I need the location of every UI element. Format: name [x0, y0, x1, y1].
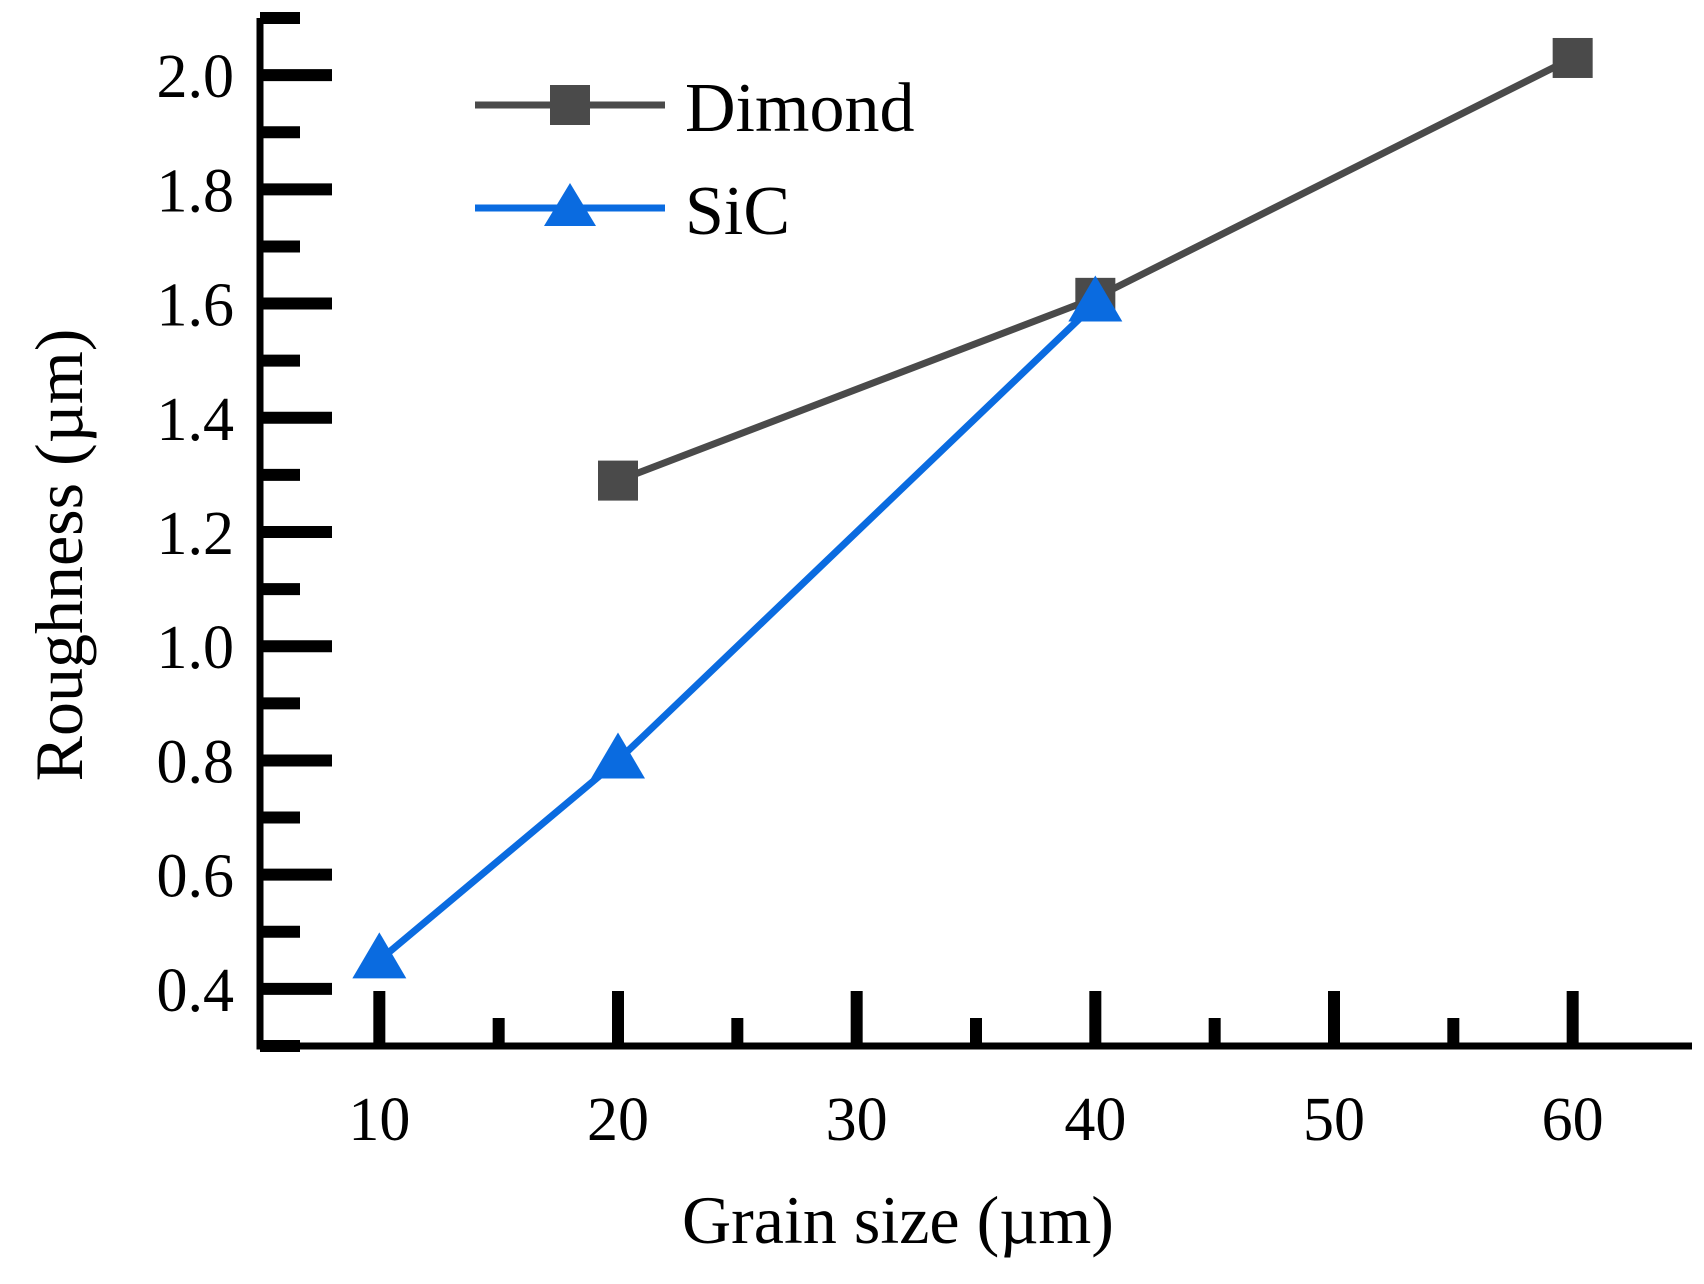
y-tick-label: 1.0	[157, 614, 235, 682]
x-tick-label: 50	[1303, 1086, 1365, 1154]
x-axis-title: Grain size (µm)	[682, 1182, 1114, 1258]
y-ticks: 0.4 0.6 0.8 1.0 1.2 1.4 1.6 1.8 2.0	[157, 12, 332, 1052]
data-point-sic	[1068, 275, 1123, 322]
y-tick-label: 1.6	[157, 272, 235, 340]
data-point-sic	[352, 932, 407, 979]
legend-marker-dimond	[550, 85, 590, 125]
y-tick-label: 0.4	[157, 957, 235, 1025]
legend: Dimond SiC	[475, 70, 914, 250]
axes	[256, 18, 1692, 1050]
y-tick-label: 2.0	[157, 43, 235, 111]
y-tick-label: 1.8	[157, 157, 235, 225]
data-point-dimond	[1552, 37, 1593, 78]
y-tick-label: 1.2	[157, 500, 235, 568]
x-tick-label: 30	[826, 1086, 888, 1154]
x-tick-label: 10	[348, 1086, 410, 1154]
x-tick-label: 20	[587, 1086, 649, 1154]
y-tick-label: 0.6	[157, 843, 235, 911]
x-tick-label: 40	[1064, 1086, 1126, 1154]
y-tick-label: 1.4	[157, 386, 235, 454]
data-point-dimond	[598, 460, 638, 501]
legend-label-dimond: Dimond	[685, 70, 914, 147]
y-tick-label: 0.8	[157, 728, 235, 796]
data-point-sic	[591, 732, 645, 779]
legend-marker-sic	[544, 183, 596, 226]
x-tick-label: 60	[1542, 1086, 1604, 1154]
series-line-sic	[377, 301, 1098, 964]
series-layer	[352, 37, 1593, 979]
x-ticks: 10 20 30 40 50 60	[348, 991, 1604, 1154]
y-axis-title: Roughness (µm)	[21, 329, 97, 782]
legend-label-sic: SiC	[685, 173, 790, 250]
